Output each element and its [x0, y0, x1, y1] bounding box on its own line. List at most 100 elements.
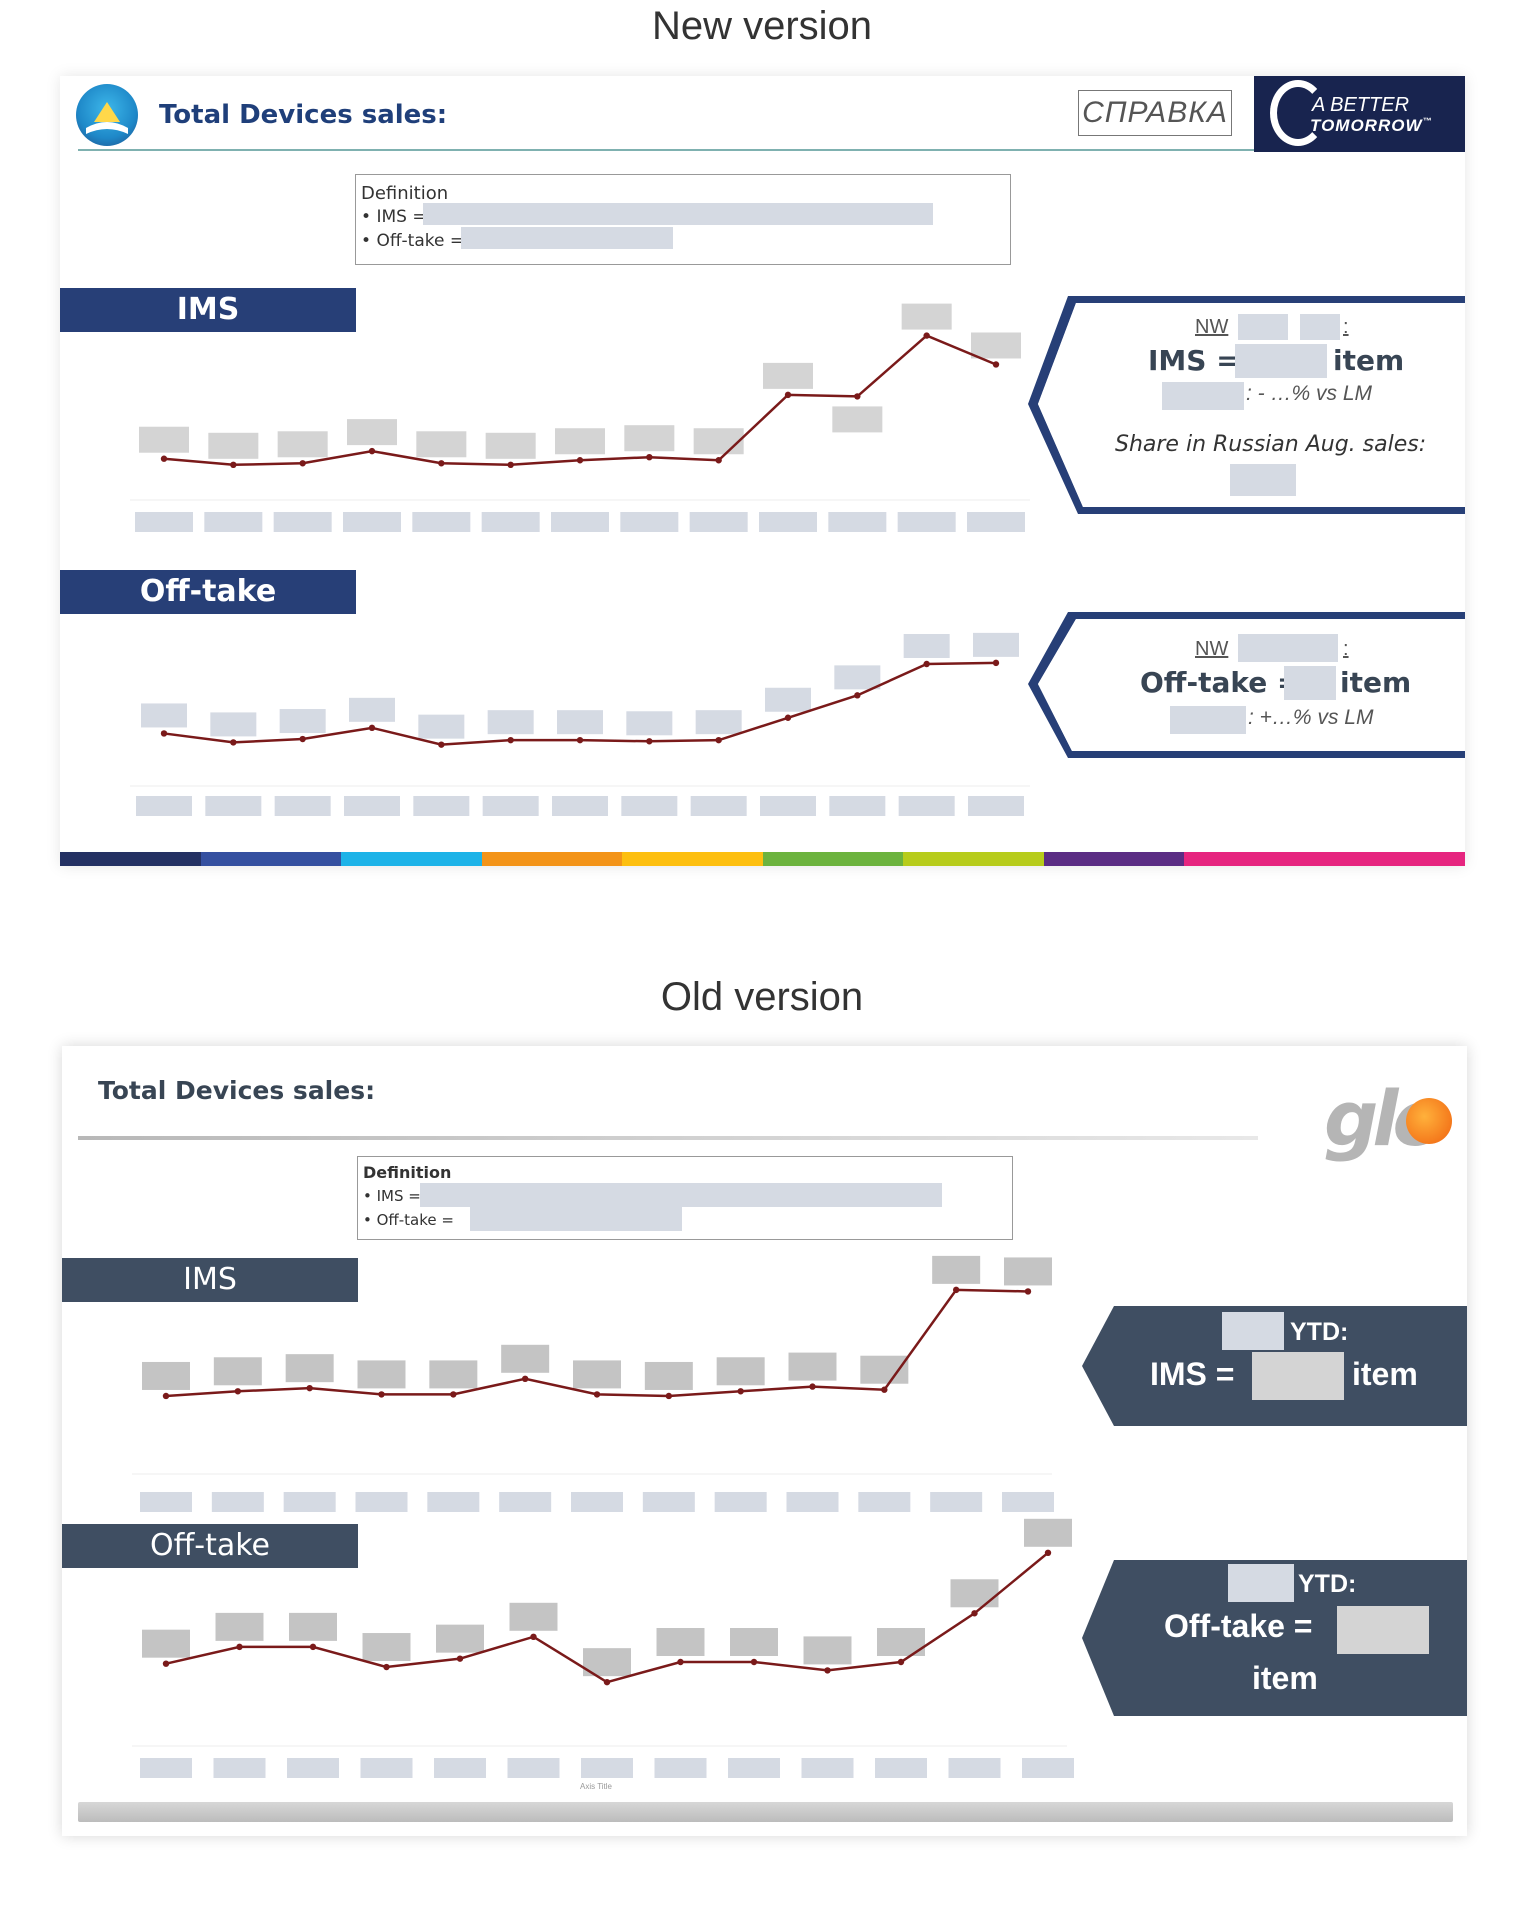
redacted-data-label — [289, 1612, 337, 1641]
brand-logo: A BETTER TOMORROW™ — [1254, 76, 1465, 152]
redacted-offtake-value — [1284, 666, 1336, 700]
data-point — [809, 1383, 816, 1390]
redacted-x-tick-label — [552, 796, 608, 816]
redacted-x-tick-label — [140, 1492, 192, 1512]
redacted-data-label — [626, 711, 673, 736]
redacted-data-label — [142, 1629, 190, 1658]
offtake-callout-nw-label: NW — [1195, 638, 1229, 660]
redacted-x-tick-label — [434, 1758, 486, 1778]
redacted-x-tick-label — [136, 796, 192, 816]
redacted-x-tick-label — [897, 512, 956, 532]
redacted-x-tick-label — [135, 512, 193, 532]
data-point — [576, 457, 584, 464]
redacted-nw-period — [1238, 314, 1288, 340]
definition-ims-item: • IMS = — [361, 207, 427, 227]
glo-logo: glo — [1322, 1056, 1452, 1166]
redacted-x-tick-label — [211, 1492, 264, 1512]
redacted-x-tick-label — [499, 1492, 552, 1512]
redacted-nw-period-offtake — [1238, 634, 1338, 662]
definition-title: Definition — [363, 1163, 452, 1182]
color-bar-segment — [762, 852, 903, 866]
redacted-ims-definition — [423, 203, 933, 225]
data-point — [378, 1391, 385, 1398]
redacted-x-tick-label — [213, 1758, 266, 1778]
redacted-ims-value — [1252, 1352, 1344, 1400]
data-point — [383, 1663, 390, 1671]
redacted-x-tick-label — [642, 1492, 695, 1512]
spravka-button[interactable]: СПРАВКА — [1078, 90, 1232, 136]
redacted-offtake-definition — [470, 1207, 682, 1231]
ims-section-label: IMS — [60, 288, 356, 332]
redacted-data-label — [716, 1357, 765, 1386]
data-point — [230, 461, 237, 468]
color-bar-segment — [1043, 852, 1184, 866]
data-point — [854, 692, 861, 699]
redacted-data-label — [362, 1633, 411, 1662]
ims-callout-ytd: YTD: — [1290, 1318, 1349, 1346]
ims-callout-unit: item — [1352, 1356, 1418, 1392]
redacted-data-label — [416, 431, 467, 458]
redacted-data-label — [509, 1602, 558, 1631]
redacted-x-tick-label — [828, 512, 887, 532]
data-point — [456, 1655, 464, 1662]
offtake-callout-shape — [1028, 612, 1465, 758]
data-point — [750, 1658, 758, 1666]
definition-box: Definition • IMS = • Off-take = — [357, 1156, 1013, 1240]
redacted-x-tick-label — [858, 1492, 911, 1512]
data-point — [952, 1286, 960, 1294]
redacted-data-label — [210, 712, 257, 737]
data-point — [881, 1386, 888, 1393]
new-ims-line-chart — [130, 303, 1030, 532]
data-point — [923, 660, 930, 668]
redacted-data-label — [832, 406, 883, 433]
data-point — [507, 736, 514, 744]
redacted-data-label — [932, 1255, 981, 1284]
redacted-data-label — [429, 1360, 478, 1389]
data-point — [897, 1658, 905, 1666]
redacted-data-label — [788, 1352, 837, 1381]
redacted-data-label — [1024, 1518, 1072, 1547]
data-point — [737, 1388, 744, 1395]
offtake-callout-ytd: YTD: — [1298, 1570, 1357, 1598]
header-divider — [78, 149, 1268, 151]
redacted-x-tick-label — [786, 1492, 839, 1512]
data-point — [160, 455, 168, 462]
redacted-data-label — [347, 419, 397, 446]
old-version-title: Old version — [660, 975, 864, 1019]
data-point — [236, 1643, 243, 1651]
slide-header-title: Total Devices sales: — [98, 1076, 376, 1105]
redacted-data-label — [142, 1361, 190, 1390]
redacted-offtake-value — [1337, 1606, 1429, 1654]
redacted-data-label — [730, 1628, 778, 1656]
redacted-nw-period-2 — [1300, 314, 1340, 340]
redacted-x-tick-label — [654, 1758, 707, 1778]
data-point — [230, 739, 237, 746]
redacted-x-tick-label — [898, 796, 955, 816]
new-offtake-line-chart — [130, 632, 1030, 816]
redacted-data-label — [901, 303, 952, 330]
data-point — [438, 741, 445, 748]
redacted-x-tick-label — [481, 512, 540, 532]
definition-offtake-item: • Off-take = — [361, 231, 465, 251]
redacted-x-tick-label — [728, 1758, 780, 1778]
data-point — [784, 714, 792, 721]
redacted-x-tick-label — [690, 796, 747, 816]
data-point — [971, 1610, 978, 1617]
data-point — [646, 738, 653, 745]
data-point — [824, 1667, 831, 1674]
redacted-x-tick-label — [412, 512, 471, 532]
redacted-data-label — [213, 1357, 262, 1386]
offtake-section-label: Off-take — [62, 1524, 358, 1568]
redacted-data-label — [903, 634, 950, 658]
redacted-x-tick-label — [875, 1758, 927, 1778]
redacted-data-label — [436, 1624, 484, 1653]
data-point — [646, 454, 653, 461]
data-point — [665, 1392, 673, 1400]
data-point — [450, 1391, 457, 1398]
redacted-data-label — [644, 1361, 693, 1390]
redacted-data-label — [763, 362, 813, 389]
redacted-x-tick-label — [801, 1758, 854, 1778]
redacted-data-label — [349, 697, 395, 722]
redacted-data-label — [1004, 1257, 1052, 1286]
data-point — [603, 1678, 611, 1686]
